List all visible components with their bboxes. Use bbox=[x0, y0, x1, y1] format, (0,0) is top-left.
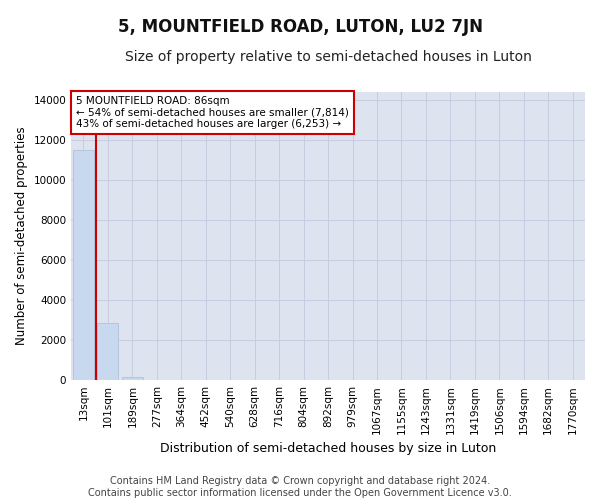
Text: 5, MOUNTFIELD ROAD, LUTON, LU2 7JN: 5, MOUNTFIELD ROAD, LUTON, LU2 7JN bbox=[118, 18, 482, 36]
Bar bbox=[122, 378, 143, 380]
Text: 5 MOUNTFIELD ROAD: 86sqm
← 54% of semi-detached houses are smaller (7,814)
43% o: 5 MOUNTFIELD ROAD: 86sqm ← 54% of semi-d… bbox=[76, 96, 349, 129]
Y-axis label: Number of semi-detached properties: Number of semi-detached properties bbox=[15, 126, 28, 345]
X-axis label: Distribution of semi-detached houses by size in Luton: Distribution of semi-detached houses by … bbox=[160, 442, 496, 455]
Bar bbox=[97, 323, 118, 380]
Text: Contains HM Land Registry data © Crown copyright and database right 2024.
Contai: Contains HM Land Registry data © Crown c… bbox=[88, 476, 512, 498]
Title: Size of property relative to semi-detached houses in Luton: Size of property relative to semi-detach… bbox=[125, 50, 532, 64]
Bar bbox=[73, 150, 94, 380]
